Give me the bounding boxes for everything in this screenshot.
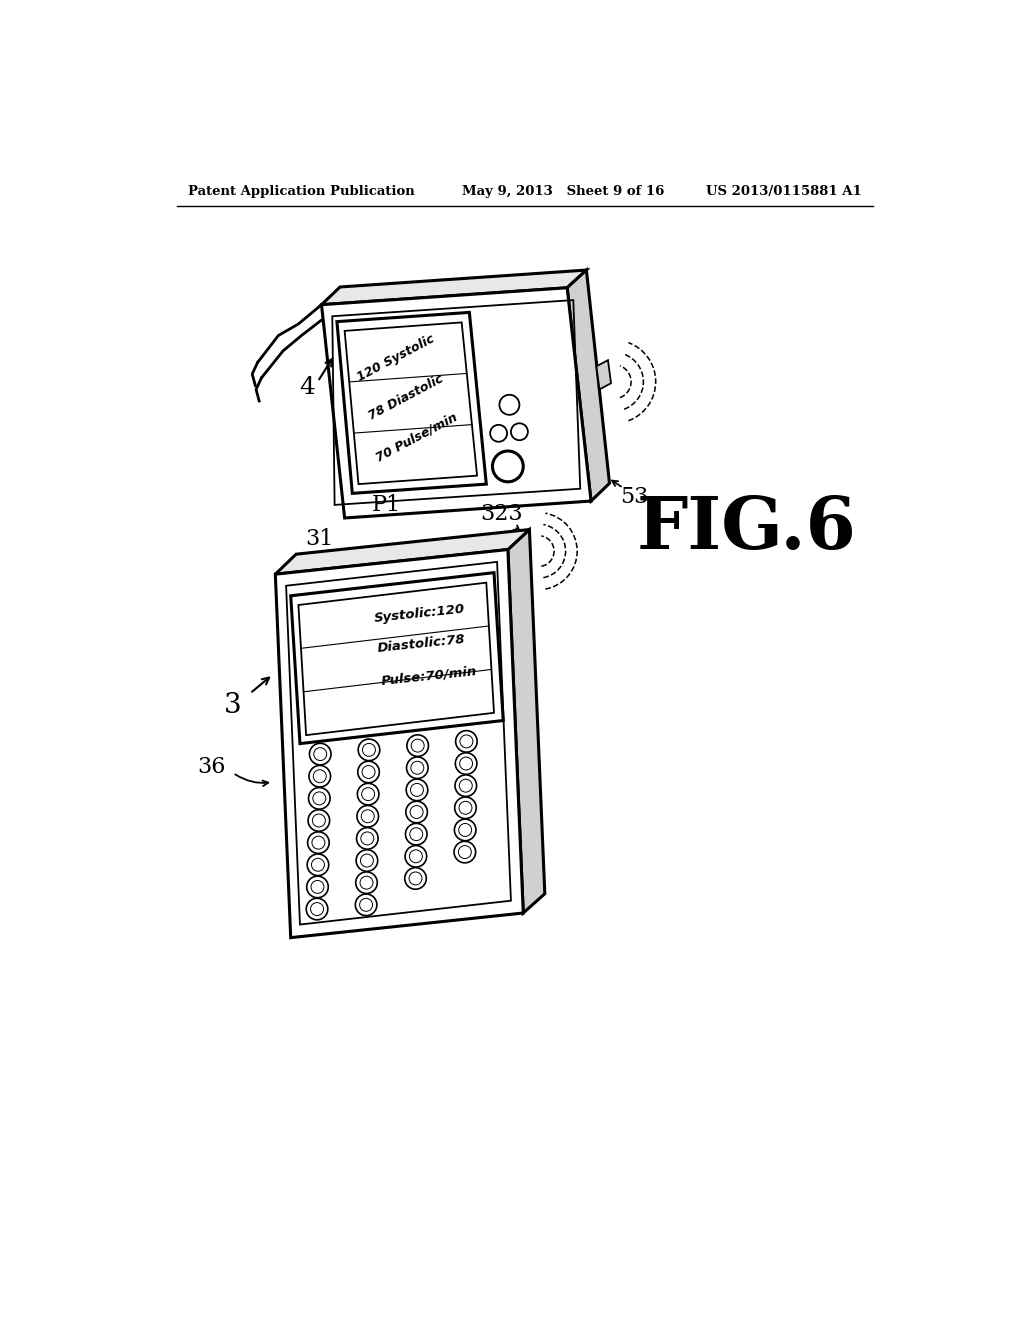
- Circle shape: [407, 779, 428, 801]
- Circle shape: [455, 797, 476, 818]
- Circle shape: [358, 739, 380, 760]
- Circle shape: [511, 424, 528, 441]
- Circle shape: [308, 788, 330, 809]
- Circle shape: [500, 395, 519, 414]
- Circle shape: [357, 762, 379, 783]
- Polygon shape: [275, 549, 523, 937]
- Text: 78 Diastolic: 78 Diastolic: [367, 372, 445, 422]
- Text: 36: 36: [198, 755, 225, 777]
- Circle shape: [493, 451, 523, 482]
- Circle shape: [306, 899, 328, 920]
- Text: Patent Application Publication: Patent Application Publication: [188, 185, 415, 198]
- Text: FIG.6: FIG.6: [637, 492, 856, 564]
- Polygon shape: [322, 271, 587, 305]
- Circle shape: [455, 820, 476, 841]
- Polygon shape: [322, 288, 591, 517]
- Circle shape: [357, 783, 379, 805]
- Circle shape: [309, 766, 331, 787]
- Polygon shape: [291, 573, 503, 743]
- Circle shape: [404, 867, 426, 890]
- Text: May 9, 2013   Sheet 9 of 16: May 9, 2013 Sheet 9 of 16: [462, 185, 664, 198]
- Circle shape: [456, 752, 477, 775]
- Circle shape: [406, 846, 427, 867]
- Polygon shape: [596, 360, 611, 389]
- Circle shape: [490, 425, 507, 442]
- Circle shape: [406, 824, 427, 845]
- Text: 3: 3: [223, 692, 241, 718]
- Text: Systolic:120: Systolic:120: [373, 603, 465, 626]
- Circle shape: [456, 730, 477, 752]
- Circle shape: [407, 735, 428, 756]
- Polygon shape: [508, 529, 545, 913]
- Circle shape: [355, 873, 377, 894]
- Circle shape: [307, 854, 329, 875]
- Text: 70 Pulse/min: 70 Pulse/min: [374, 411, 460, 465]
- Circle shape: [309, 743, 331, 764]
- Circle shape: [356, 828, 378, 849]
- Text: 53: 53: [621, 486, 648, 508]
- Text: 323: 323: [480, 503, 523, 525]
- Circle shape: [355, 894, 377, 916]
- Text: P1: P1: [372, 494, 400, 516]
- Text: US 2013/0115881 A1: US 2013/0115881 A1: [707, 185, 862, 198]
- Polygon shape: [567, 271, 609, 502]
- Text: 4: 4: [300, 376, 315, 400]
- Circle shape: [406, 801, 427, 822]
- Text: 31: 31: [305, 528, 334, 550]
- Text: Diastolic:78: Diastolic:78: [377, 632, 466, 655]
- Circle shape: [307, 832, 329, 854]
- Text: 120 Systolic: 120 Systolic: [355, 333, 437, 384]
- Text: Pulse:70/min: Pulse:70/min: [381, 664, 478, 688]
- Polygon shape: [275, 529, 529, 574]
- Circle shape: [308, 809, 330, 832]
- Circle shape: [454, 841, 475, 863]
- Circle shape: [357, 805, 379, 828]
- Circle shape: [356, 850, 378, 871]
- Circle shape: [407, 756, 428, 779]
- Circle shape: [455, 775, 476, 796]
- Circle shape: [307, 876, 329, 898]
- Polygon shape: [337, 313, 486, 494]
